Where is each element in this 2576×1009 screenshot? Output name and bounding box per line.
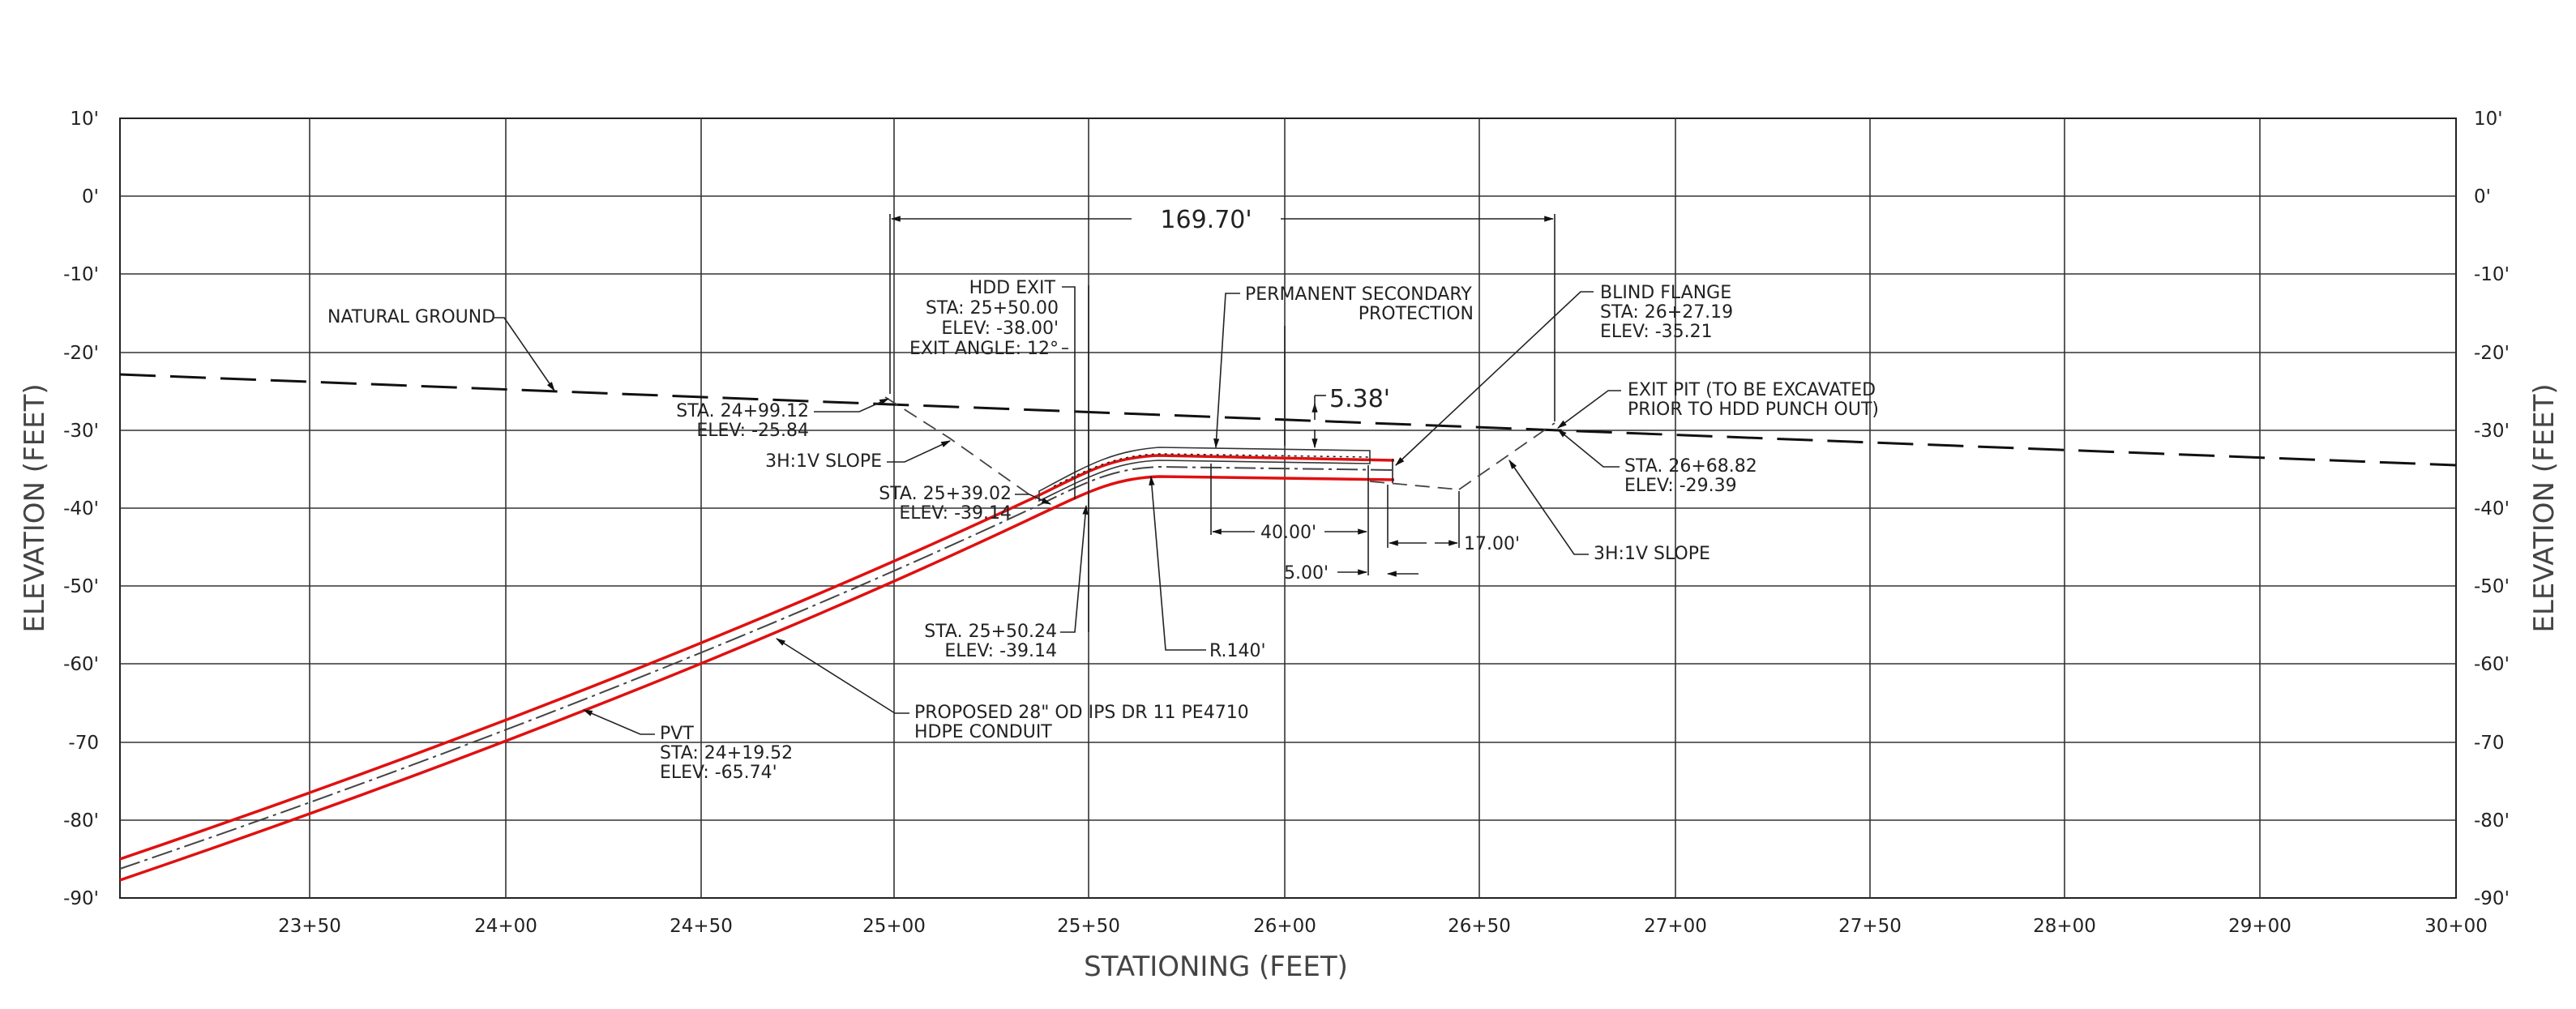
pvt-line: PVT: [660, 724, 694, 744]
dim-169-label: 169.70': [1160, 206, 1252, 234]
natural-ground-label: NATURAL GROUND: [327, 307, 495, 327]
y-tick: -30': [63, 421, 99, 442]
y-axis-ticks-left: 10' 0' -10' -20' -30' -40' -50' -60' -70…: [63, 109, 99, 909]
pvt-leader: [582, 709, 655, 735]
dim-cover-label: 5.38': [1329, 385, 1390, 413]
blind-flange-line: STA: 26+27.19: [1600, 302, 1733, 323]
y-tick: -40': [2474, 498, 2510, 519]
slope-left-leader: [887, 440, 952, 463]
y-tick: -60': [63, 654, 99, 675]
sta-2550-leader: [1060, 504, 1089, 633]
hdd-exit-leader: [1062, 286, 1076, 499]
pvt-line: ELEV: -65.74': [660, 763, 777, 783]
blind-flange-line: ELEV: -35.21: [1600, 322, 1713, 342]
sta-2499-line: STA. 24+99.12: [676, 401, 809, 421]
conduit-leader: [775, 638, 909, 714]
radius-leader: [1149, 475, 1206, 651]
x-tick: 24+50: [670, 916, 733, 937]
slope-right-label: 3H:1V SLOPE: [1594, 544, 1710, 564]
permanent-protection-leader: [1213, 293, 1240, 449]
vertical-gridlines: [309, 118, 2261, 898]
x-tick: 28+00: [2033, 916, 2096, 937]
exit-pit-slope-left: [884, 396, 1037, 500]
x-tick: 27+50: [1838, 916, 1902, 937]
dim-5-label: 5.00': [1284, 563, 1329, 584]
conduit-line: HDPE CONDUIT: [914, 722, 1052, 742]
dim-40-label: 40.00': [1260, 523, 1316, 543]
x-tick: 24+00: [474, 916, 537, 937]
dim-17-label: 17.00': [1464, 534, 1520, 554]
permanent-protection-line: PROTECTION: [1359, 304, 1474, 324]
sta-2668-leader: [1557, 429, 1620, 468]
y-tick: 10': [2474, 109, 2503, 130]
exit-pit-slope-right: [1458, 422, 1555, 490]
radius-label: R.140': [1209, 641, 1266, 661]
y-tick: -80': [63, 810, 99, 832]
x-axis-ticks: 23+50 24+00 24+50 25+00 25+50 26+00 26+5…: [278, 916, 2488, 937]
sta-2539-line: STA. 25+39.02: [879, 484, 1012, 504]
y-tick: -90': [63, 888, 99, 909]
y-tick: -20': [63, 343, 99, 364]
y-axis-title-left: ELEVATION (FEET): [19, 383, 51, 632]
exit-pit-leader: [1557, 390, 1621, 429]
y-tick: 0': [2474, 186, 2491, 207]
sta-2550-line: STA. 25+50.24: [924, 622, 1057, 642]
y-tick: -30': [2474, 421, 2510, 442]
y-tick: -70: [2474, 733, 2505, 754]
y-tick: -10': [2474, 264, 2510, 285]
x-axis-title: STATIONING (FEET): [1084, 951, 1348, 983]
hdd-exit-line: STA: 25+50.00: [926, 298, 1059, 319]
sta-2539-line: ELEV: -39.14: [899, 503, 1012, 524]
x-tick: 27+00: [1644, 916, 1707, 937]
permanent-protection-line: PERMANENT SECONDARY: [1245, 284, 1472, 305]
y-tick: -40': [63, 498, 99, 519]
slope-right-leader: [1508, 460, 1589, 555]
sta-2668-line: ELEV: -29.39: [1624, 476, 1737, 496]
sta-2499-leader: [814, 398, 890, 413]
hdd-exit-note: HDD EXIT STA: 25+50.00 ELEV: -38.00' EXI…: [909, 278, 1059, 359]
sta-2550-line: ELEV: -39.14: [944, 641, 1057, 661]
sta-2668-line: STA. 26+68.82: [1624, 456, 1757, 477]
exit-pit-bottom: [1369, 481, 1460, 490]
natural-ground-line: [119, 373, 2457, 467]
x-tick: 25+00: [862, 916, 926, 937]
exit-pit-line: EXIT PIT (TO BE EXCAVATED: [1628, 380, 1876, 400]
x-tick: 26+50: [1448, 916, 1511, 937]
y-tick: -20': [2474, 343, 2510, 364]
hdd-exit-line: EXIT ANGLE: 12°: [909, 339, 1059, 359]
y-tick: 10': [70, 109, 99, 130]
y-axis-ticks-right: 10' 0' -10' -20' -30' -40' -50' -60' -70…: [2474, 109, 2510, 909]
pvt-line: STA: 24+19.52: [660, 743, 793, 763]
sta-2499-line: ELEV: -25.84: [696, 421, 809, 441]
x-tick: 30+00: [2424, 916, 2488, 937]
x-tick: 25+50: [1057, 916, 1120, 937]
y-tick: -90': [2474, 888, 2510, 909]
y-axis-title-right: ELEVATION (FEET): [2528, 383, 2561, 632]
hdd-exit-line: HDD EXIT: [969, 278, 1056, 298]
horizontal-gridlines: [120, 195, 2456, 821]
pipe-lower-wall: [119, 475, 1395, 882]
y-tick: -10': [63, 264, 99, 285]
y-tick: -50': [63, 576, 99, 597]
y-tick: 0': [82, 186, 99, 207]
natural-ground-leader: [493, 317, 555, 391]
hdd-exit-line: ELEV: -38.00': [941, 319, 1059, 339]
y-tick: -60': [2474, 654, 2510, 675]
blind-flange-leader: [1395, 291, 1594, 466]
y-tick: -50': [2474, 576, 2510, 597]
slope-left-label: 3H:1V SLOPE: [765, 451, 882, 472]
blind-flange-line: BLIND FLANGE: [1600, 283, 1731, 303]
x-tick: 26+00: [1253, 916, 1316, 937]
x-tick: 29+00: [2228, 916, 2291, 937]
y-tick: -70: [68, 733, 99, 754]
sta-2539-leader: [1015, 494, 1052, 505]
pipe-centerline: [119, 465, 1395, 870]
exit-pit-line: PRIOR TO HDD PUNCH OUT): [1628, 400, 1879, 420]
pipe-upper-wall: [119, 454, 1395, 861]
conduit-line: PROPOSED 28" OD IPS DR 11 PE4710: [914, 703, 1249, 723]
y-tick: -80': [2474, 810, 2510, 832]
x-tick: 23+50: [278, 916, 341, 937]
